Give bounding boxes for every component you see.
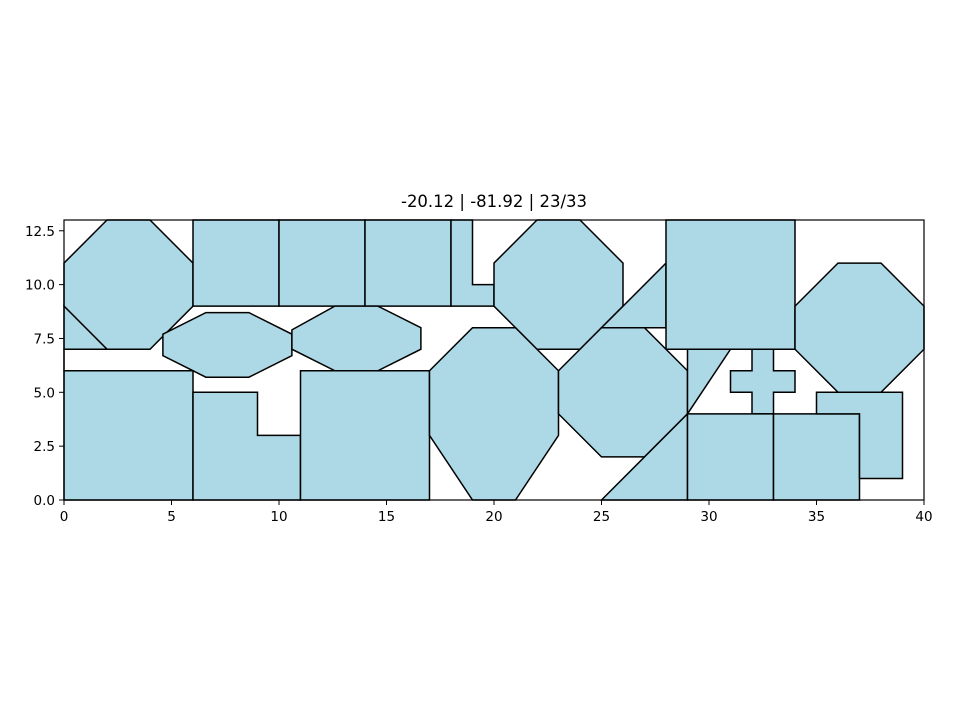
polygon-16 xyxy=(299,370,431,501)
y-tick-label: 0.0 xyxy=(34,493,55,509)
polygon-17 xyxy=(428,326,560,501)
polygon-22 xyxy=(686,413,775,501)
polygon-8 xyxy=(162,311,293,378)
polygon-5 xyxy=(278,219,366,307)
x-axis: 0 5 10 15 20 25 30 35 40 xyxy=(60,500,933,525)
y-tick-label: 10.0 xyxy=(25,278,55,294)
polygon-4 xyxy=(192,219,280,307)
polygon-6 xyxy=(364,219,452,307)
x-tick-label: 20 xyxy=(485,509,502,525)
x-tick-label: 0 xyxy=(60,509,69,525)
y-tick-label: 2.5 xyxy=(34,439,55,455)
x-tick-label: 25 xyxy=(593,509,610,525)
chart-title: -20.12 | -81.92 | 23/33 xyxy=(401,192,587,211)
x-tick-label: 15 xyxy=(378,509,395,525)
polygon-23 xyxy=(772,413,861,501)
x-tick-label: 30 xyxy=(700,509,717,525)
polygon-24 xyxy=(815,391,904,480)
x-tick-label: 5 xyxy=(167,509,176,525)
x-tick-label: 40 xyxy=(915,509,932,525)
polygon-19 xyxy=(686,348,732,417)
polygon-layer xyxy=(63,219,925,501)
y-tick-label: 7.5 xyxy=(34,331,55,347)
y-tick-label: 12.5 xyxy=(25,224,55,240)
polygon-14 xyxy=(63,370,194,501)
x-tick-label: 10 xyxy=(270,509,287,525)
polygon-12 xyxy=(665,219,796,350)
y-tick-label: 5.0 xyxy=(34,385,55,401)
x-tick-label: 35 xyxy=(808,509,825,525)
y-axis: 0.0 2.5 5.0 7.5 10.0 12.5 xyxy=(25,224,64,509)
polygon-9 xyxy=(291,305,422,372)
